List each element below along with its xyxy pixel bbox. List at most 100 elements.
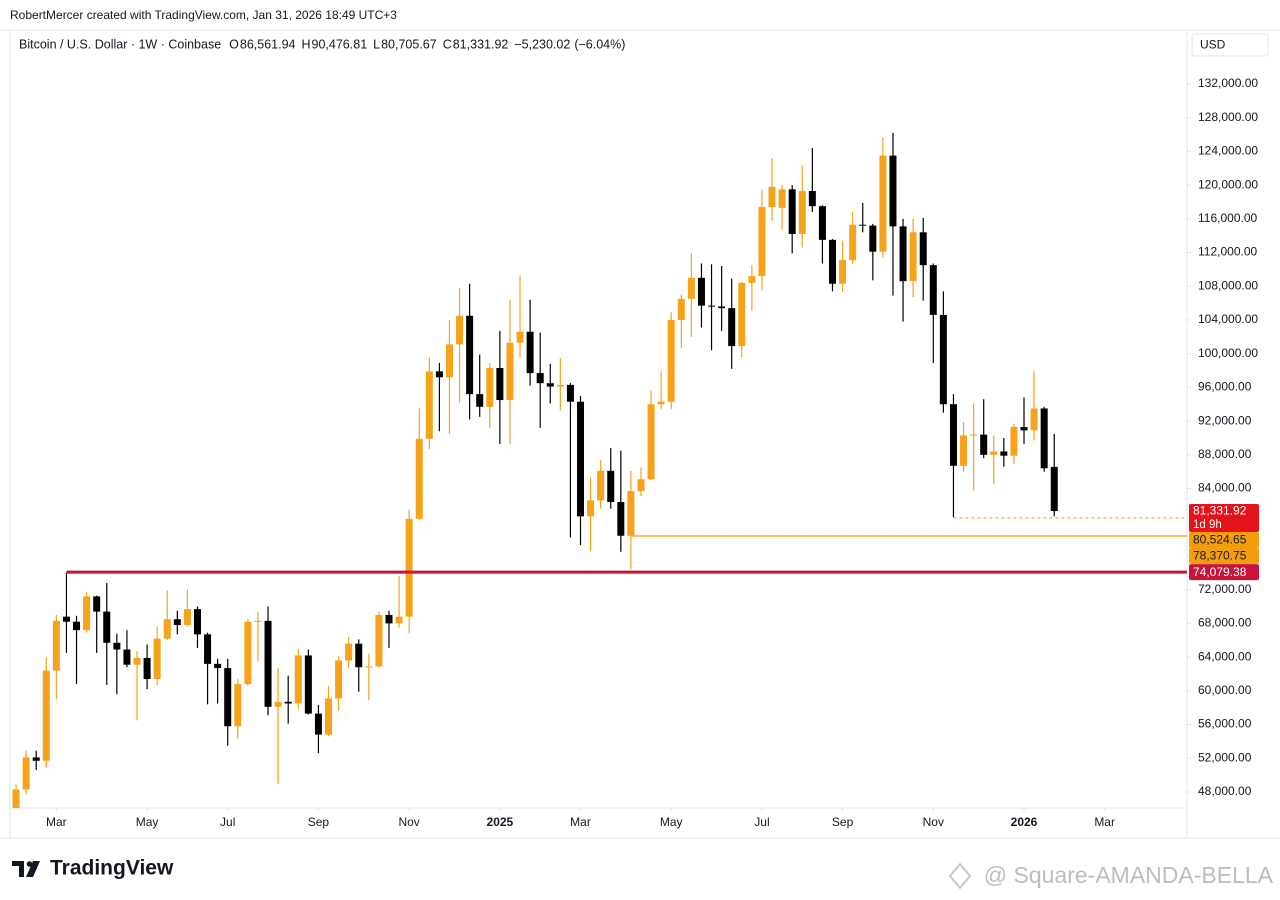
logo-mark xyxy=(26,861,40,877)
candle-body xyxy=(748,276,756,283)
y-tick-label: 108,000.00 xyxy=(1198,278,1258,292)
y-tick-label: 48,000.00 xyxy=(1198,784,1252,798)
candle-body xyxy=(536,373,544,384)
level-price-label: 80,524.65 xyxy=(1193,533,1247,547)
candle-body xyxy=(597,470,605,501)
candle-body xyxy=(909,232,917,282)
candle-body xyxy=(738,282,746,347)
candle-body xyxy=(708,305,716,307)
candle-body xyxy=(234,684,242,727)
y-tick-label: 132,000.00 xyxy=(1198,76,1258,90)
candle-body xyxy=(566,384,574,402)
overlay: Bitcoin / U.S. Dollar · 1W · Coinbase O 86… xyxy=(19,37,1259,829)
candle-body xyxy=(506,342,514,401)
candle-body xyxy=(254,620,262,622)
candle-body xyxy=(970,434,978,436)
y-tick-label: 112,000.00 xyxy=(1198,245,1257,259)
candle-body xyxy=(980,434,988,455)
last-price-box xyxy=(1189,504,1259,533)
candle-body xyxy=(949,404,957,466)
currency-label[interactable]: USD xyxy=(1200,38,1226,52)
x-tick-label: Sep xyxy=(308,815,330,829)
candle-body xyxy=(496,368,504,401)
candle-body xyxy=(647,404,655,480)
candle-body xyxy=(687,277,695,299)
candle-body xyxy=(546,383,554,387)
levels xyxy=(66,517,1187,574)
legend-value: 81,331.92 xyxy=(453,37,509,51)
legend-value: 86,561.94 xyxy=(240,37,296,51)
candle-body xyxy=(839,260,847,284)
candle-body xyxy=(42,670,50,761)
candle-body xyxy=(990,451,998,455)
candle-body xyxy=(1030,408,1038,431)
y-tick-label: 96,000.00 xyxy=(1198,380,1252,394)
candle-body xyxy=(445,344,453,378)
candle-body xyxy=(1000,451,1008,456)
candle-body xyxy=(274,701,282,707)
legend-change-pct: (−6.04%) xyxy=(574,37,625,51)
x-tick-label: Nov xyxy=(923,815,944,829)
y-tick-label: 88,000.00 xyxy=(1198,447,1252,461)
candle-body xyxy=(113,642,121,650)
candle-body xyxy=(385,614,393,624)
candle-body xyxy=(476,394,484,407)
y-tick-label: 116,000.00 xyxy=(1198,211,1257,225)
legend-change: −5,230.02 xyxy=(514,37,570,51)
x-tick-label: Nov xyxy=(398,815,419,829)
currency-box[interactable] xyxy=(1191,33,1269,57)
x-tick-label: Mar xyxy=(1094,815,1115,829)
candle-body xyxy=(456,315,464,345)
candle-body xyxy=(516,331,524,343)
y-tick-label: 120,000.00 xyxy=(1198,177,1258,191)
candles xyxy=(12,132,1058,808)
x-tick-label: May xyxy=(660,815,683,829)
candle-body xyxy=(133,657,141,665)
candle-body xyxy=(284,701,292,704)
candle-body xyxy=(12,789,20,808)
candle-body xyxy=(204,634,212,664)
candle-body xyxy=(244,621,252,685)
candle-body xyxy=(889,155,897,227)
level-price-box xyxy=(1189,548,1259,565)
x-tick-label: Jul xyxy=(754,815,769,829)
candle-body xyxy=(768,186,776,208)
candle-body xyxy=(697,277,705,306)
x-tick-label: 2025 xyxy=(487,815,514,829)
legend-title: Bitcoin / U.S. Dollar · 1W · Coinbase xyxy=(19,37,221,51)
candle-body xyxy=(314,713,322,735)
candle-body xyxy=(778,189,786,208)
x-tick-label: Mar xyxy=(46,815,67,829)
candle-body xyxy=(395,616,403,624)
candle-body xyxy=(798,190,806,234)
level-price-label: 78,370.75 xyxy=(1193,549,1247,563)
candle-body xyxy=(486,368,494,407)
y-tick-label: 68,000.00 xyxy=(1198,616,1252,630)
candle-body xyxy=(899,226,907,282)
candle-body xyxy=(466,315,474,395)
y-tick-label: 84,000.00 xyxy=(1198,481,1252,495)
candle-body xyxy=(304,655,312,714)
candle-body xyxy=(929,265,937,315)
candle-body xyxy=(919,232,927,266)
candle-body xyxy=(52,620,60,671)
x-tick-label: Sep xyxy=(832,815,854,829)
x-tick-label: Jul xyxy=(220,815,235,829)
candle-body xyxy=(22,757,30,790)
y-tick-label: 56,000.00 xyxy=(1198,717,1252,731)
legend-value: 80,705.67 xyxy=(381,37,437,51)
candle-body xyxy=(849,224,857,261)
y-tick-label: 92,000.00 xyxy=(1198,413,1252,427)
candle-body xyxy=(264,620,272,707)
candle-body xyxy=(193,609,201,635)
candle-body xyxy=(153,638,161,680)
candle-body xyxy=(405,518,413,617)
legend-key: H xyxy=(302,37,311,51)
candle-body xyxy=(869,225,877,252)
candle-body xyxy=(415,438,423,519)
candle-body xyxy=(879,155,887,252)
candle-body xyxy=(103,611,111,643)
candle-body xyxy=(325,698,333,735)
